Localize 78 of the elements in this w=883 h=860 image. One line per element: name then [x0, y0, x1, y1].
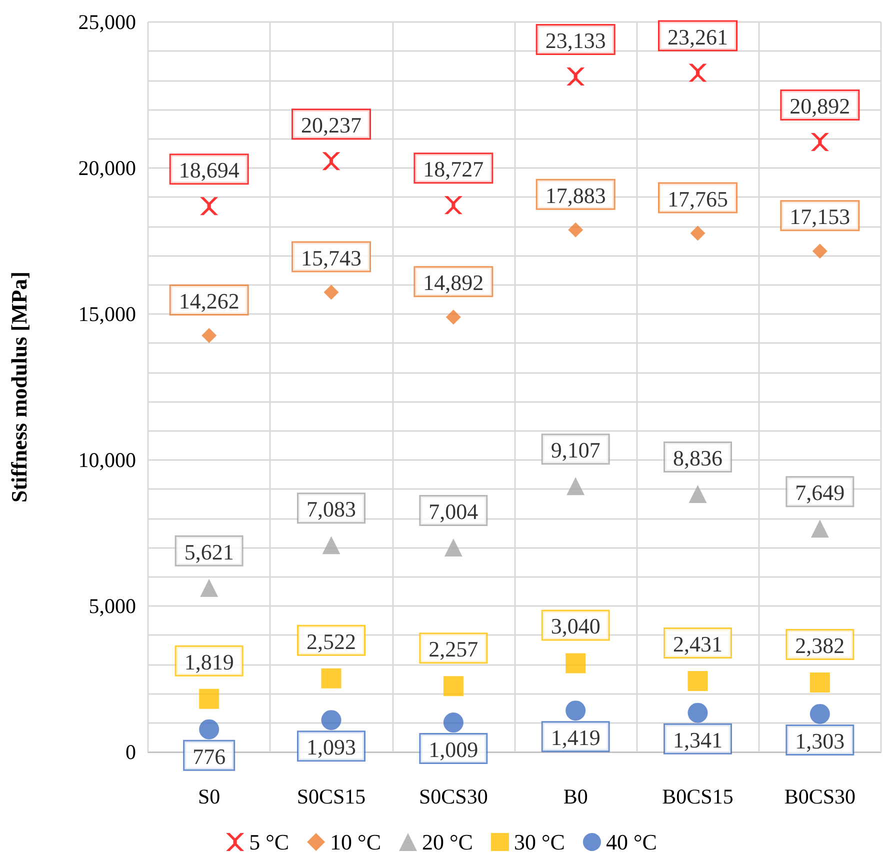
data-label: 1,419 [550, 725, 600, 750]
point [443, 676, 464, 696]
point [566, 477, 585, 496]
point [202, 328, 217, 344]
point [322, 152, 340, 170]
point [199, 719, 220, 740]
data-label: 23,133 [545, 28, 606, 54]
x-tick-label: B0 [563, 784, 588, 808]
y-tick-label: 20,000 [78, 156, 136, 180]
data-label: 776 [192, 744, 226, 769]
point [200, 578, 218, 597]
data-label: 1,819 [184, 649, 234, 674]
point [810, 672, 830, 692]
y-tick-label: 0 [126, 740, 136, 764]
point [810, 520, 829, 538]
data-label: 5,621 [184, 539, 234, 564]
data-label: 17,153 [790, 204, 850, 230]
y-axis-title: Stiffness modulus [MPa] [6, 271, 32, 503]
legend-label: 20 °C [422, 830, 473, 854]
data-label: 2,431 [673, 632, 722, 657]
point [688, 671, 708, 692]
legend-label: 30 °C [514, 830, 565, 854]
point [446, 310, 461, 325]
point [566, 68, 585, 86]
point [690, 226, 706, 241]
point [688, 64, 707, 82]
point [443, 712, 464, 733]
data-label: 3,040 [550, 614, 600, 639]
legend-label: 5 °C [249, 830, 290, 854]
data-label: 17,883 [545, 182, 606, 208]
y-tick-label: 10,000 [78, 448, 136, 472]
point [688, 702, 708, 723]
point [200, 197, 218, 216]
legend-label: 10 °C [330, 830, 382, 854]
data-label: 7,004 [428, 498, 478, 524]
data-label: 2,382 [795, 632, 845, 658]
point [566, 700, 586, 721]
data-label: 7,083 [306, 496, 356, 522]
point [444, 538, 462, 556]
point [444, 196, 462, 214]
data-label: 7,649 [795, 480, 845, 506]
data-label: 1,341 [673, 727, 722, 752]
point [566, 653, 586, 674]
point [810, 132, 829, 151]
data-label: 18,727 [423, 156, 484, 182]
data-label: 20,237 [301, 112, 362, 138]
point [321, 668, 342, 688]
data-label: 20,892 [790, 93, 850, 118]
data-label: 1,303 [795, 728, 845, 754]
data-label: 15,743 [301, 245, 362, 270]
x-tick-label: B0CS15 [662, 784, 734, 808]
data-label: 23,261 [668, 24, 728, 50]
data-label: 9,107 [550, 438, 600, 463]
data-label: 14,262 [178, 288, 240, 314]
legend-label: 40 °C [606, 830, 657, 854]
point [812, 244, 828, 259]
data-label: 1,009 [428, 737, 478, 762]
data-label: 1,093 [306, 734, 356, 760]
point [568, 222, 584, 238]
point [810, 704, 830, 724]
point [321, 710, 342, 730]
data-label: 14,892 [423, 270, 484, 296]
data-label: 2,257 [428, 636, 478, 662]
x-tick-label: S0 [198, 784, 220, 808]
data-label: 8,836 [673, 445, 722, 470]
point [322, 536, 340, 554]
point [688, 484, 707, 503]
x-tick-label: B0CS30 [784, 784, 856, 808]
data-label: 18,694 [178, 158, 240, 183]
point [199, 688, 220, 709]
y-tick-label: 5,000 [88, 594, 136, 618]
data-label: 17,765 [668, 186, 728, 212]
x-tick-label: S0CS15 [296, 784, 366, 808]
y-tick-label: 25,000 [78, 10, 136, 34]
point [324, 284, 339, 300]
y-tick-label: 15,000 [78, 302, 136, 326]
x-tick-label: S0CS30 [418, 784, 488, 808]
data-label: 2,522 [306, 628, 356, 654]
